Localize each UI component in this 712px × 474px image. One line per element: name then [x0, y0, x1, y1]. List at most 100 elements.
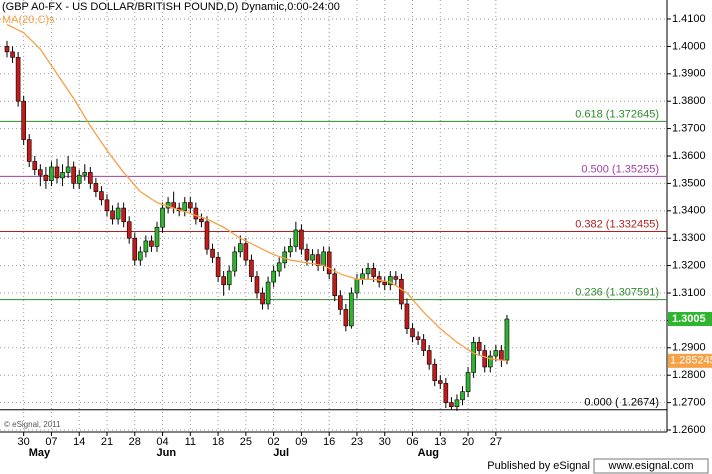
candle-body [43, 174, 49, 181]
candle-body [310, 254, 315, 261]
candle-body [232, 251, 238, 272]
candle-body [276, 262, 282, 272]
candle-body [126, 221, 132, 239]
candle-body [460, 391, 465, 401]
candle-body [254, 276, 260, 294]
candle-body [421, 339, 426, 351]
footer-bar [0, 458, 712, 474]
candle-body [437, 380, 443, 384]
month-label: Aug [418, 447, 439, 459]
level-label: 0.382 (1.332455) [575, 218, 659, 230]
candle-body [188, 202, 193, 209]
level-label: 0.618 (1.372645) [575, 108, 659, 120]
candle-body [393, 276, 399, 280]
candle-body [226, 270, 232, 286]
candle-body [154, 226, 160, 247]
candle-body [260, 292, 265, 305]
candle-body [182, 202, 188, 212]
level-label: 0.000 ( 1.2674) [584, 397, 659, 409]
y-tick-label: 1.2800 [672, 369, 706, 381]
x-tick-label: 21 [101, 436, 113, 448]
candle-body [15, 57, 21, 102]
candle-body [299, 229, 304, 250]
candle-body [243, 243, 249, 261]
x-tick-label: 30 [379, 436, 391, 448]
candle-body [26, 139, 32, 162]
candle-body [199, 218, 204, 223]
candle-body [88, 172, 93, 184]
x-tick-label: 07 [45, 436, 57, 448]
candle-body [71, 166, 76, 184]
candle-body [432, 363, 438, 381]
month-label: Jul [273, 447, 289, 459]
candle-body [404, 303, 410, 329]
footer-site: www.esignal.com [608, 460, 694, 472]
x-tick-label: 25 [240, 436, 252, 448]
candle-body [349, 292, 354, 327]
candle-body [65, 166, 71, 173]
ma-line [6, 23, 508, 362]
y-tick-label: 1.3600 [672, 150, 706, 162]
month-label: Jun [157, 447, 177, 459]
candle-body [454, 399, 460, 408]
y-tick-label: 1.3300 [672, 232, 706, 244]
footer-published: Published by eSignal [487, 460, 590, 472]
level-label: 0.500 (1.35255) [581, 163, 659, 175]
footer-box [593, 458, 709, 474]
candle-body [332, 273, 338, 297]
x-tick-label: 20 [462, 436, 474, 448]
candle-body [132, 237, 138, 261]
candle-body [399, 278, 404, 305]
candle-body [149, 240, 154, 247]
candle-body [54, 166, 60, 179]
candle-body [482, 350, 488, 368]
candle-body [60, 172, 65, 179]
candle-body [354, 278, 360, 294]
y-tick-label: 1.2700 [672, 397, 706, 409]
candle-body [4, 46, 10, 53]
candle-body [271, 270, 276, 283]
y-tick-label: 1.3900 [672, 68, 706, 80]
candle-body [38, 169, 43, 176]
candle-body [471, 342, 476, 373]
candle-body [221, 276, 226, 286]
candle-body [104, 199, 110, 212]
month-label: May [29, 447, 51, 459]
y-tick-label: 1.4100 [672, 13, 706, 25]
candle-body [371, 268, 376, 277]
candle-body [360, 273, 365, 280]
candle-body [465, 372, 471, 392]
x-tick-label: 11 [185, 436, 196, 448]
candle-body [293, 229, 299, 247]
x-tick-label: 06 [406, 436, 418, 448]
y-tick-label: 1.3700 [672, 123, 706, 135]
candle-body [193, 207, 199, 220]
candle-body [321, 251, 326, 266]
y-tick-label: 1.2600 [672, 424, 706, 436]
candle-body [343, 309, 349, 327]
candle-body [493, 350, 499, 357]
candle-body [99, 191, 104, 201]
candle-body [10, 51, 15, 58]
candle-body [265, 281, 271, 305]
candle-body [143, 240, 149, 253]
candle-body [21, 100, 26, 140]
candle-body [110, 210, 115, 220]
candle-body [382, 281, 388, 286]
candle-body [138, 251, 143, 261]
x-tick-label: 02 [268, 436, 280, 448]
candle-body [443, 383, 449, 403]
y-tick-label: 1.3200 [672, 260, 706, 272]
candle-body [115, 207, 121, 220]
ma-tag [668, 353, 712, 368]
candle-body [93, 183, 99, 192]
candle-body [410, 328, 415, 338]
level-label: 0.236 (1.307591) [575, 287, 659, 299]
y-tick-label: 1.3800 [672, 95, 706, 107]
y-tick-label: 1.3500 [672, 177, 706, 189]
x-tick-label: 23 [351, 436, 363, 448]
y-tick-label: 1.4000 [672, 40, 706, 52]
x-tick-label: 14 [73, 436, 85, 448]
candle-body [315, 254, 321, 266]
